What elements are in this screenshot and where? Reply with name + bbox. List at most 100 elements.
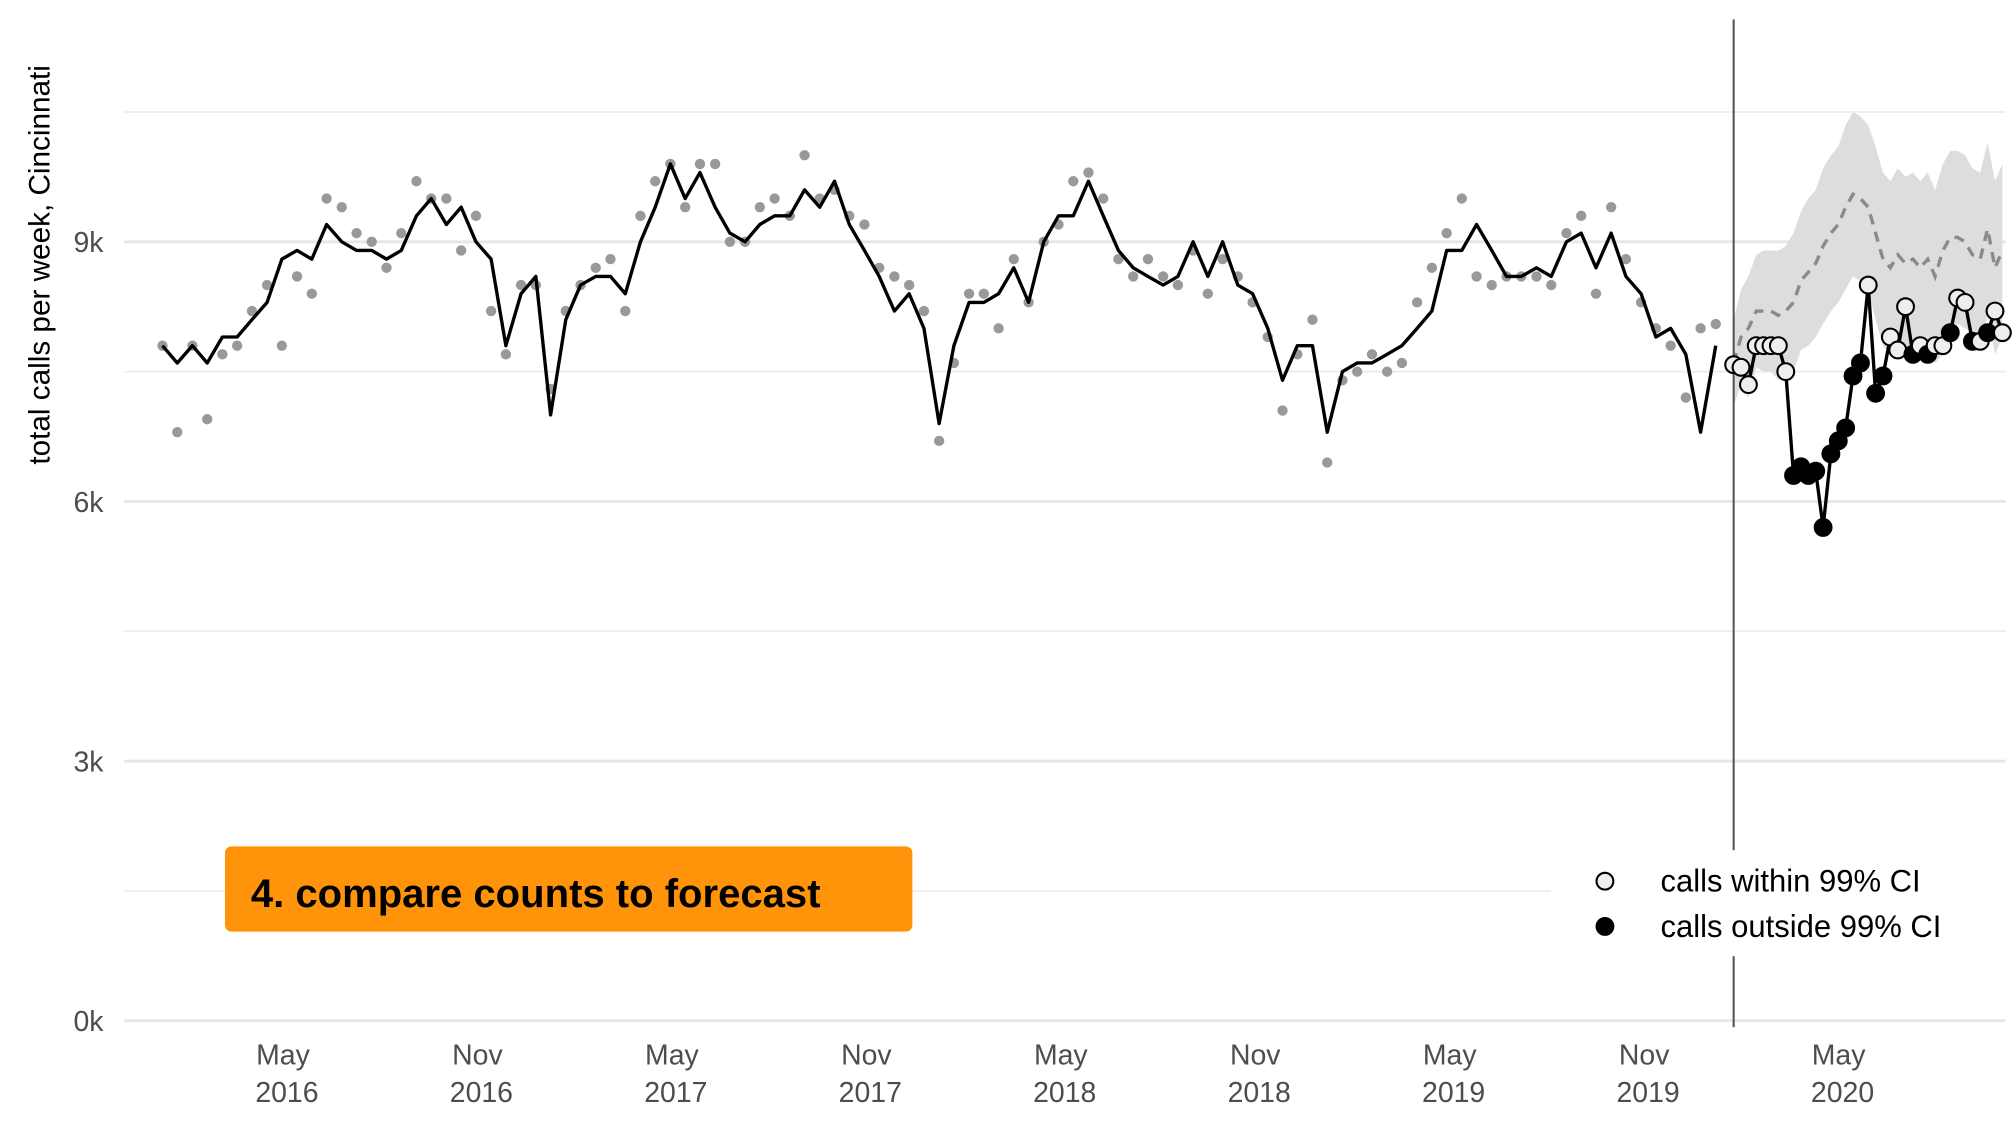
forecast-mean	[1732, 191, 2004, 364]
history-point	[694, 158, 706, 170]
history-point	[1456, 193, 1467, 204]
history-point	[441, 193, 452, 204]
history-point	[918, 305, 930, 317]
history-point	[1157, 271, 1169, 282]
history-point	[993, 323, 1004, 334]
history-point	[709, 158, 721, 170]
legend-background	[1550, 850, 2006, 957]
history-point	[1366, 349, 1378, 360]
history-point	[1083, 167, 1094, 178]
point-outside-ci	[1873, 366, 1893, 386]
history-point	[769, 193, 780, 204]
history-point	[485, 305, 497, 317]
history-point	[754, 202, 766, 213]
y-axis-label: total calls per week, Cincinnati	[23, 65, 56, 465]
history-point	[172, 427, 183, 438]
history-point	[411, 176, 422, 187]
history-point	[306, 288, 317, 299]
history-point	[1441, 227, 1452, 239]
history-point	[1605, 202, 1617, 213]
history-line	[161, 162, 1718, 434]
history-point	[904, 279, 915, 291]
history-point	[336, 202, 347, 213]
point-outside-ci	[1806, 461, 1826, 481]
y-tick-label: 9k	[74, 227, 105, 259]
history-point	[635, 210, 646, 222]
history-point	[1620, 253, 1632, 265]
annotation-box	[224, 846, 913, 932]
history-point	[1217, 253, 1228, 265]
history-point	[202, 414, 213, 425]
history-point	[231, 340, 243, 351]
annotation: 4. compare counts to forecast	[251, 872, 821, 916]
history-point	[620, 305, 631, 317]
history-point	[1098, 193, 1109, 204]
point-within-ci	[1858, 275, 1878, 295]
y-tick-label: 0k	[74, 1006, 105, 1038]
history-point	[1561, 227, 1572, 239]
ci-band	[1733, 111, 2003, 407]
history-point	[1546, 279, 1557, 291]
history-point	[650, 176, 661, 187]
history-point	[1426, 262, 1438, 273]
x-tick-label: May 2018	[1033, 1040, 1096, 1109]
point-outside-ci	[1813, 517, 1833, 537]
history-point	[859, 219, 870, 230]
point-within-ci	[1955, 292, 1975, 312]
history-point	[500, 349, 512, 360]
history-point	[1307, 314, 1318, 325]
history-point	[724, 236, 736, 247]
history-point	[1113, 253, 1124, 265]
history-point	[381, 262, 392, 273]
history-point	[1665, 340, 1676, 351]
history-point	[246, 305, 258, 317]
history-point	[1486, 279, 1497, 291]
history-point	[1277, 405, 1288, 416]
history-point	[978, 288, 990, 299]
history-point	[933, 435, 945, 447]
history-point	[680, 202, 691, 213]
x-tick-label: Nov 2016	[450, 1040, 513, 1109]
x-tick-label: May 2016	[255, 1040, 318, 1109]
history-point	[1068, 176, 1079, 187]
history-point	[963, 288, 975, 299]
point-outside-ci	[1851, 353, 1870, 373]
point-within-ci	[1768, 336, 1788, 356]
history-point	[1142, 253, 1154, 265]
x-tick-label: May 2017	[644, 1040, 707, 1109]
history-point	[1680, 392, 1691, 403]
point-outside-ci	[1940, 323, 1960, 343]
history-point	[1322, 457, 1333, 468]
history-point	[1128, 271, 1139, 282]
x-tick-label: Nov 2018	[1228, 1040, 1291, 1109]
history-point	[1710, 318, 1721, 330]
history-point	[276, 340, 288, 351]
legend-label: calls outside 99% CI	[1661, 909, 1942, 944]
point-within-ci	[1776, 362, 1796, 382]
legend-label: calls within 99% CI	[1661, 864, 1921, 899]
history-point	[1172, 279, 1184, 291]
history-point	[1381, 366, 1393, 377]
marks	[157, 19, 2012, 1028]
grid	[124, 111, 2006, 1023]
history-point	[1008, 253, 1019, 265]
history-point	[1695, 323, 1706, 334]
legend-symbol	[1595, 917, 1615, 936]
legend-symbol	[1595, 871, 1615, 891]
history-point	[590, 262, 601, 273]
point-within-ci	[1985, 301, 2005, 321]
history-point	[889, 271, 900, 282]
history-point	[351, 227, 362, 239]
history-point	[366, 236, 377, 247]
point-within-ci	[1731, 357, 1751, 377]
y-tick-label: 6k	[74, 487, 105, 519]
history-point	[1411, 297, 1423, 308]
point-within-ci	[1896, 297, 1915, 317]
y-tick-label: 3k	[74, 746, 105, 778]
history-point	[799, 150, 810, 161]
x-tick-label: May 2019	[1422, 1040, 1485, 1109]
history-point	[291, 271, 303, 282]
history-point	[1576, 210, 1587, 222]
history-point	[1531, 271, 1542, 282]
x-tick-label: Nov 2017	[839, 1040, 902, 1109]
